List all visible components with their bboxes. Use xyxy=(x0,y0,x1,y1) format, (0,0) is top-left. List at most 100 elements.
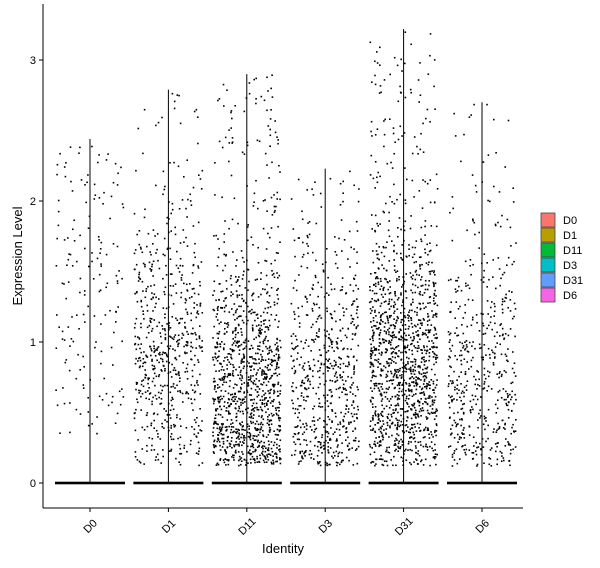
data-point xyxy=(166,355,169,358)
data-point xyxy=(173,423,175,426)
data-point xyxy=(378,445,380,448)
data-point xyxy=(395,362,397,364)
data-point xyxy=(199,373,201,376)
data-point xyxy=(497,422,499,425)
data-point xyxy=(214,417,217,420)
data-point xyxy=(215,357,218,360)
data-point xyxy=(256,435,258,438)
data-point xyxy=(327,370,329,372)
data-point xyxy=(215,316,218,318)
data-point xyxy=(134,362,137,365)
data-point xyxy=(213,423,215,425)
data-point xyxy=(258,332,261,334)
data-point xyxy=(218,370,220,372)
data-point xyxy=(257,317,259,319)
data-point xyxy=(316,445,319,448)
data-point xyxy=(137,127,140,130)
data-point xyxy=(483,387,486,389)
data-point xyxy=(121,388,123,390)
data-point xyxy=(274,131,277,134)
data-point xyxy=(434,456,437,458)
data-point xyxy=(161,389,163,392)
data-point xyxy=(422,464,425,466)
data-point xyxy=(398,398,401,400)
data-point xyxy=(310,457,312,459)
data-point xyxy=(379,288,381,291)
data-point xyxy=(380,432,383,434)
data-point xyxy=(168,322,171,324)
data-point xyxy=(303,431,306,434)
data-point xyxy=(140,351,142,354)
data-point xyxy=(249,435,252,437)
data-point xyxy=(269,428,272,431)
data-point xyxy=(243,365,245,368)
data-point xyxy=(271,74,273,76)
data-point xyxy=(350,348,352,351)
data-point xyxy=(269,363,272,365)
data-point xyxy=(97,161,99,164)
data-point xyxy=(255,352,257,355)
data-point xyxy=(482,388,485,390)
data-point xyxy=(507,307,509,309)
data-point xyxy=(474,395,477,397)
data-point xyxy=(297,408,299,411)
data-point xyxy=(477,426,479,429)
data-point xyxy=(255,378,258,380)
data-point xyxy=(139,390,142,392)
data-point xyxy=(343,415,345,418)
data-point xyxy=(164,254,166,257)
data-point xyxy=(216,319,219,321)
data-point xyxy=(390,459,392,461)
data-point xyxy=(318,405,320,408)
data-point xyxy=(314,444,316,447)
data-point xyxy=(161,325,163,327)
data-point xyxy=(142,358,145,360)
data-point xyxy=(142,379,145,381)
data-point xyxy=(391,421,394,424)
data-point xyxy=(228,425,230,428)
data-point xyxy=(346,393,348,396)
data-point xyxy=(398,383,400,385)
data-point xyxy=(412,301,414,304)
data-point xyxy=(377,299,380,302)
data-point xyxy=(246,423,249,425)
data-point xyxy=(224,220,226,222)
data-point xyxy=(338,237,340,240)
data-point xyxy=(418,347,420,349)
data-point xyxy=(197,142,199,145)
data-point xyxy=(294,408,297,410)
data-point xyxy=(267,125,270,127)
data-point xyxy=(415,376,417,378)
data-point xyxy=(338,356,340,359)
data-point xyxy=(351,404,353,406)
data-point xyxy=(250,416,252,419)
data-point xyxy=(299,384,302,387)
data-point xyxy=(273,441,276,444)
data-point xyxy=(300,392,303,394)
data-point xyxy=(395,408,397,410)
data-point xyxy=(216,346,219,348)
data-point xyxy=(430,441,433,443)
data-point xyxy=(193,391,196,394)
data-point xyxy=(177,372,180,375)
data-point xyxy=(385,202,387,205)
data-point xyxy=(79,369,81,371)
data-point xyxy=(425,262,428,264)
data-point xyxy=(391,167,394,169)
data-point xyxy=(234,319,236,321)
data-point xyxy=(241,256,244,259)
legend-key-D6 xyxy=(540,287,556,303)
data-point xyxy=(342,314,345,317)
data-point xyxy=(276,272,278,274)
data-point xyxy=(100,241,103,244)
data-point xyxy=(330,328,333,330)
data-point xyxy=(394,370,396,372)
data-point xyxy=(107,404,110,407)
data-point xyxy=(418,410,421,413)
data-point xyxy=(180,296,182,299)
data-point xyxy=(214,385,216,387)
data-point xyxy=(233,445,236,448)
data-point xyxy=(313,420,316,422)
data-point xyxy=(327,350,330,352)
data-point xyxy=(311,429,313,431)
